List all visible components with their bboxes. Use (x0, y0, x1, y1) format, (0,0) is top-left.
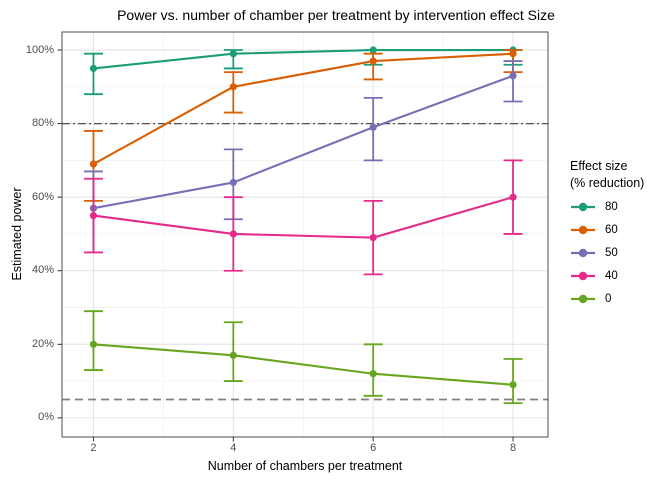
series-line-0 (93, 343, 514, 386)
data-point-40 (229, 230, 237, 238)
legend-label: 50 (605, 246, 618, 259)
x-tick-label: 4 (230, 442, 237, 454)
data-point-40 (509, 193, 517, 201)
legend: Effect size (% reduction) 80 60 50 40 0 (564, 158, 672, 310)
data-point-80 (89, 64, 98, 73)
data-point-0 (89, 340, 98, 348)
legend-label: 40 (605, 269, 618, 282)
legend-label: 0 (605, 292, 612, 305)
data-point-60 (369, 57, 377, 65)
data-point-80 (229, 50, 237, 58)
series-line-80 (93, 48, 514, 70)
chart-title: Power vs. number of chamber per treatmen… (117, 7, 555, 23)
panel-background (62, 32, 548, 437)
series-line-50 (93, 74, 514, 210)
data-point-40 (369, 234, 377, 242)
data-point-0 (369, 370, 377, 378)
data-point-80 (369, 46, 377, 54)
y-tick-label: 60% (31, 190, 54, 203)
data-point-0 (509, 381, 517, 389)
panel-border (61, 31, 549, 438)
legend-key-icon (571, 271, 595, 280)
legend-label: 80 (605, 200, 618, 213)
legend-item-80: 80 (570, 195, 672, 218)
y-tick-label: 80% (31, 117, 54, 130)
data-point-50 (369, 123, 377, 131)
data-point-50 (509, 72, 517, 80)
legend-key-icon (571, 225, 595, 234)
y-tick-label: 20% (31, 337, 54, 350)
legend-title-line1: Effect size (570, 159, 628, 173)
legend-label: 60 (605, 223, 618, 236)
legend-key-icon (571, 294, 595, 303)
legend-item-50: 50 (570, 241, 672, 264)
legend-key-icon (571, 202, 595, 211)
data-point-40 (89, 211, 98, 220)
legend-title-line2: (% reduction) (570, 176, 645, 190)
legend-items: 80 60 50 40 0 (570, 195, 672, 310)
x-tick-label: 2 (90, 442, 97, 454)
x-tick-label: 6 (370, 442, 377, 454)
data-point-0 (229, 351, 237, 359)
legend-key-icon (571, 248, 595, 257)
data-point-50 (229, 178, 237, 187)
data-point-60 (229, 83, 237, 91)
y-tick-label: 0% (38, 411, 54, 424)
series-line-60 (92, 52, 514, 165)
y-tick-label: 40% (31, 264, 54, 277)
legend-title: Effect size (% reduction) (570, 158, 672, 192)
series-line-40 (93, 196, 514, 239)
x-axis-title: Number of chambers per treatment (207, 459, 403, 473)
y-tick-label: 100% (25, 43, 54, 56)
legend-item-40: 40 (570, 264, 672, 287)
data-point-60 (89, 160, 98, 168)
legend-item-60: 60 (570, 218, 672, 241)
legend-item-0: 0 (570, 287, 672, 310)
x-tick-label: 8 (509, 442, 517, 454)
data-point-60 (509, 50, 517, 58)
